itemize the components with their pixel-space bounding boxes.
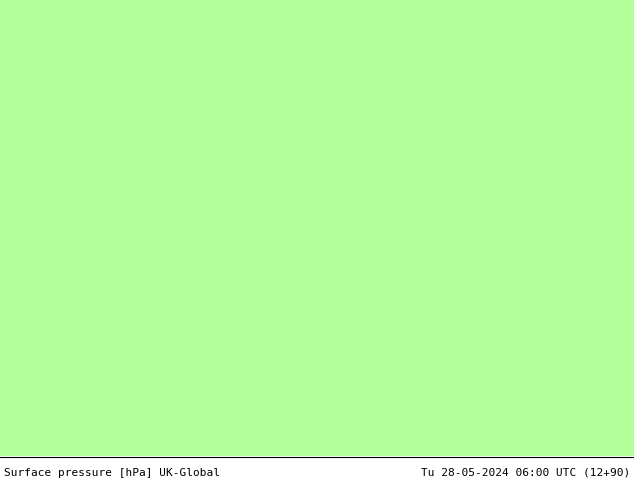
Text: Surface pressure [hPa] UK-Global: Surface pressure [hPa] UK-Global	[4, 468, 220, 478]
Polygon shape	[0, 0, 634, 456]
Text: Tu 28-05-2024 06:00 UTC (12+90): Tu 28-05-2024 06:00 UTC (12+90)	[421, 468, 630, 478]
